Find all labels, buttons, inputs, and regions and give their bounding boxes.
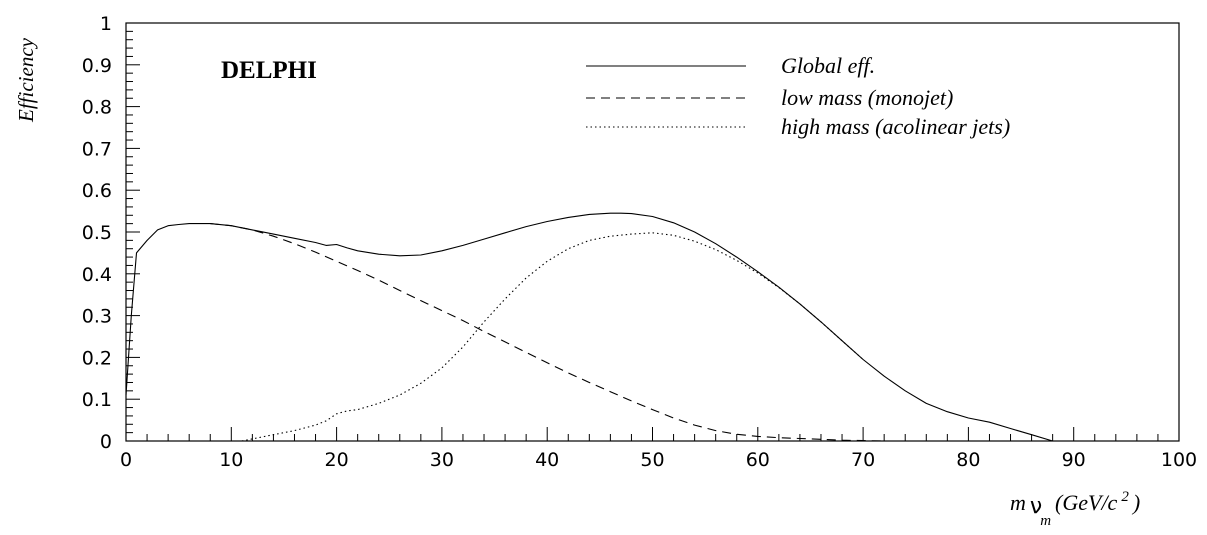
x-axis-label-units: (GeV/c — [1055, 490, 1118, 515]
series-layer — [125, 212, 1053, 442]
x-tick-label: 90 — [1062, 449, 1086, 471]
legend-label-global: Global eff. — [781, 53, 875, 78]
series-line-low-mass — [210, 223, 885, 442]
x-tick-label: 10 — [219, 449, 243, 471]
series-line-global — [125, 212, 1053, 442]
x-tick-label: 40 — [535, 449, 559, 471]
x-tick-label: 70 — [851, 449, 875, 471]
y-tick-label: 0.1 — [82, 389, 112, 411]
x-axis-label-m: m — [1010, 490, 1026, 515]
y-tick-label: 0.2 — [82, 347, 112, 369]
legend: Global eff. low mass (monojet) high mass… — [586, 53, 1010, 139]
y-tick-label: 0.7 — [82, 138, 112, 160]
x-axis-label-sub: m — [1040, 513, 1051, 529]
x-tick-label: 50 — [640, 449, 664, 471]
y-axis-label: Efficiency — [14, 37, 38, 123]
y-tick-label: 0.9 — [82, 55, 112, 77]
x-tick-label: 80 — [956, 449, 980, 471]
legend-label-high-mass: high mass (acolinear jets) — [781, 114, 1010, 139]
plot-frame — [125, 22, 1180, 442]
axes-layer: 0 10 20 30 40 50 60 70 80 90 100 0 0.1 0.2 0.3 0.4 0.5 0.… — [82, 13, 1197, 471]
y-tick-label: 0.8 — [82, 97, 112, 119]
y-tick-label: 0.3 — [82, 306, 112, 328]
series-line-high-mass — [241, 232, 864, 442]
x-axis-label: m ν m (GeV/c 2 ) — [1010, 488, 1140, 529]
x-tick-label: 30 — [430, 449, 454, 471]
x-tick-label: 0 — [120, 449, 132, 471]
x-tick-label: 100 — [1161, 449, 1197, 471]
y-tick-label: 1 — [100, 13, 112, 35]
y-tick-label: 0.6 — [82, 180, 112, 202]
experiment-label: DELPHI — [221, 57, 317, 84]
x-tick-label: 60 — [746, 449, 770, 471]
y-tick-label: 0 — [100, 431, 112, 453]
x-axis-label-sup: 2 — [1121, 489, 1129, 505]
y-tick-label: 0.4 — [82, 264, 112, 286]
y-tick-label: 0.5 — [82, 222, 112, 244]
x-axis-label-nu: ν — [1030, 494, 1042, 519]
legend-label-low-mass: low mass (monojet) — [781, 85, 953, 110]
x-axis-label-close: ) — [1131, 490, 1140, 515]
x-tick-label: 20 — [325, 449, 349, 471]
